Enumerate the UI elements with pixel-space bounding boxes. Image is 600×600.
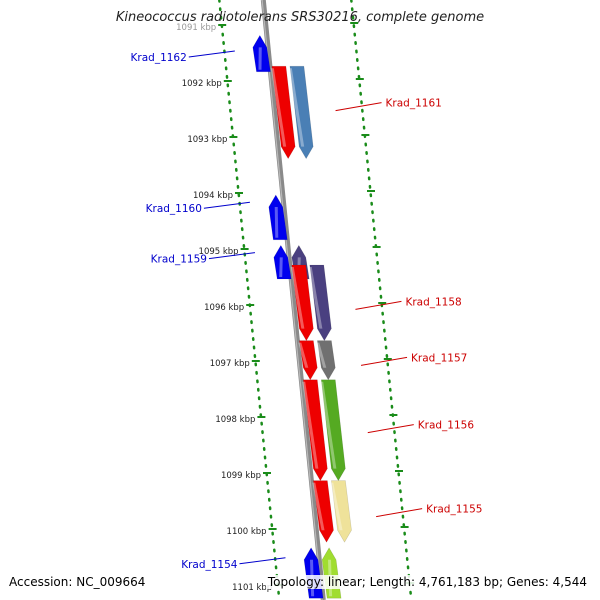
scale-tick-label: 1096 kbp <box>204 303 244 313</box>
callout-krad-1159[interactable]: Krad_1159 <box>151 252 256 266</box>
leader-line <box>188 50 235 58</box>
leader-line <box>203 201 250 209</box>
scale-tick-label: 1099 kbp <box>221 471 261 481</box>
scale-tick-label: 1098 kbp <box>215 415 255 425</box>
genome-summary-text: Topology: linear; Length: 4,761,183 bp; … <box>265 575 589 589</box>
leader-line <box>355 300 402 310</box>
callout-label[interactable]: Krad_1161 <box>386 98 442 110</box>
gene-layer <box>252 34 352 599</box>
callout-label[interactable]: Krad_1158 <box>405 296 461 308</box>
leader-line <box>376 508 423 518</box>
callout-krad-1155[interactable]: Krad_1155 <box>376 504 482 518</box>
scale-tick-label: 1091 kbp <box>176 23 216 33</box>
scale-tick-label: 1092 kbp <box>182 79 222 89</box>
genome-title: Kineococcus radiotolerans SRS30216, comp… <box>115 10 485 25</box>
leader-line <box>208 252 256 260</box>
gene-krad-1155-t2[interactable] <box>330 480 352 543</box>
callout-label[interactable]: Krad_1162 <box>131 52 187 64</box>
left-tick-guide <box>218 0 281 600</box>
gene-krad-1157-t2[interactable] <box>316 340 336 381</box>
scale-tick-label: 1100 kbp <box>227 527 267 537</box>
right-tick-guide <box>350 0 413 600</box>
gene-krad-1156-t2[interactable] <box>320 379 346 482</box>
callout-krad-1161[interactable]: Krad_1161 <box>335 98 442 112</box>
dna-strand-layer <box>260 0 326 600</box>
gene-krad-1161-t1[interactable] <box>270 65 296 160</box>
gene-krad-1155-t1[interactable] <box>312 480 334 543</box>
gene-krad-1162-t2[interactable] <box>252 34 271 73</box>
leader-line <box>360 356 408 366</box>
gene-krad-1160-t2[interactable] <box>268 194 288 241</box>
dna-strand-highlight <box>261 0 323 600</box>
callout-label[interactable]: Krad_1155 <box>426 504 482 516</box>
callout-krad-1154[interactable]: Krad_1154 <box>181 557 286 571</box>
leader-line <box>239 557 286 565</box>
callout-krad-1158[interactable]: Krad_1158 <box>355 296 462 310</box>
scale-tick-label: 1094 kbp <box>193 191 233 201</box>
gene-krad-1161-t2[interactable] <box>288 65 314 160</box>
callout-krad-1156[interactable]: Krad_1156 <box>367 420 475 434</box>
scale-tick-label: 1095 kbp <box>199 247 239 257</box>
callout-label[interactable]: Krad_1154 <box>181 559 238 571</box>
leader-line <box>335 102 382 112</box>
callout-label[interactable]: Krad_1156 <box>418 420 475 432</box>
scale-tick-label: 1093 kbp <box>187 135 227 145</box>
dna-strand <box>260 0 326 600</box>
callout-label[interactable]: Krad_1160 <box>146 203 202 215</box>
callout-label[interactable]: Krad_1159 <box>151 254 207 266</box>
scale-tick-label: 1101 kbp <box>232 583 272 593</box>
gene-krad-1154-t1[interactable] <box>321 547 342 599</box>
callout-krad-1160[interactable]: Krad_1160 <box>146 201 250 215</box>
accession-text: Accession: NC_009664 <box>9 575 146 589</box>
scale-layer: 1091 kbp 1092 kbp 1093 kbp 1094 kbp 1095 kbp… <box>176 0 415 600</box>
callout-krad-1162[interactable]: Krad_1162 <box>131 50 235 64</box>
gene-krad-1156-t1[interactable] <box>302 379 328 482</box>
callout-krad-1157[interactable]: Krad_1157 <box>360 352 467 366</box>
label-layer: Krad_1162 Krad_1161 Krad_1160 Krad_1159 Krad… <box>131 50 482 571</box>
gene-krad-1157-t1[interactable] <box>298 340 318 381</box>
gene-krad-1158-t1[interactable] <box>290 264 314 342</box>
callout-label[interactable]: Krad_1157 <box>411 352 467 364</box>
gene-krad-1158-t2[interactable] <box>308 264 332 342</box>
scale-tick-label: 1097 kbp <box>210 359 250 369</box>
gene-krad-1159-t2[interactable] <box>273 244 292 280</box>
leader-line <box>367 424 414 434</box>
